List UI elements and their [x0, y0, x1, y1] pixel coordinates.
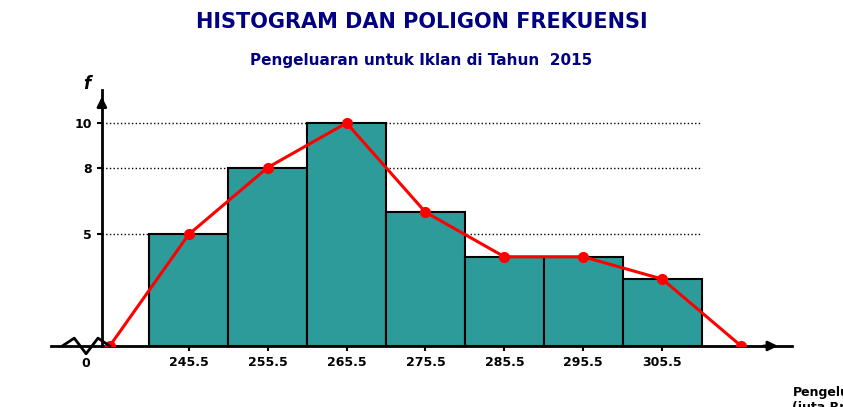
Bar: [544, 257, 623, 346]
Bar: [307, 123, 386, 346]
Text: 0: 0: [81, 357, 90, 370]
Text: f: f: [83, 75, 90, 93]
Text: Pengeluaran untuk Iklan di Tahun  2015: Pengeluaran untuk Iklan di Tahun 2015: [250, 53, 593, 68]
Bar: [228, 168, 307, 346]
Bar: [386, 212, 464, 346]
Bar: [464, 257, 544, 346]
Text: Pengeluaran
(juta Rp): Pengeluaran (juta Rp): [792, 386, 843, 407]
Text: HISTOGRAM DAN POLIGON FREKUENSI: HISTOGRAM DAN POLIGON FREKUENSI: [196, 12, 647, 32]
Bar: [623, 279, 701, 346]
Bar: [149, 234, 228, 346]
